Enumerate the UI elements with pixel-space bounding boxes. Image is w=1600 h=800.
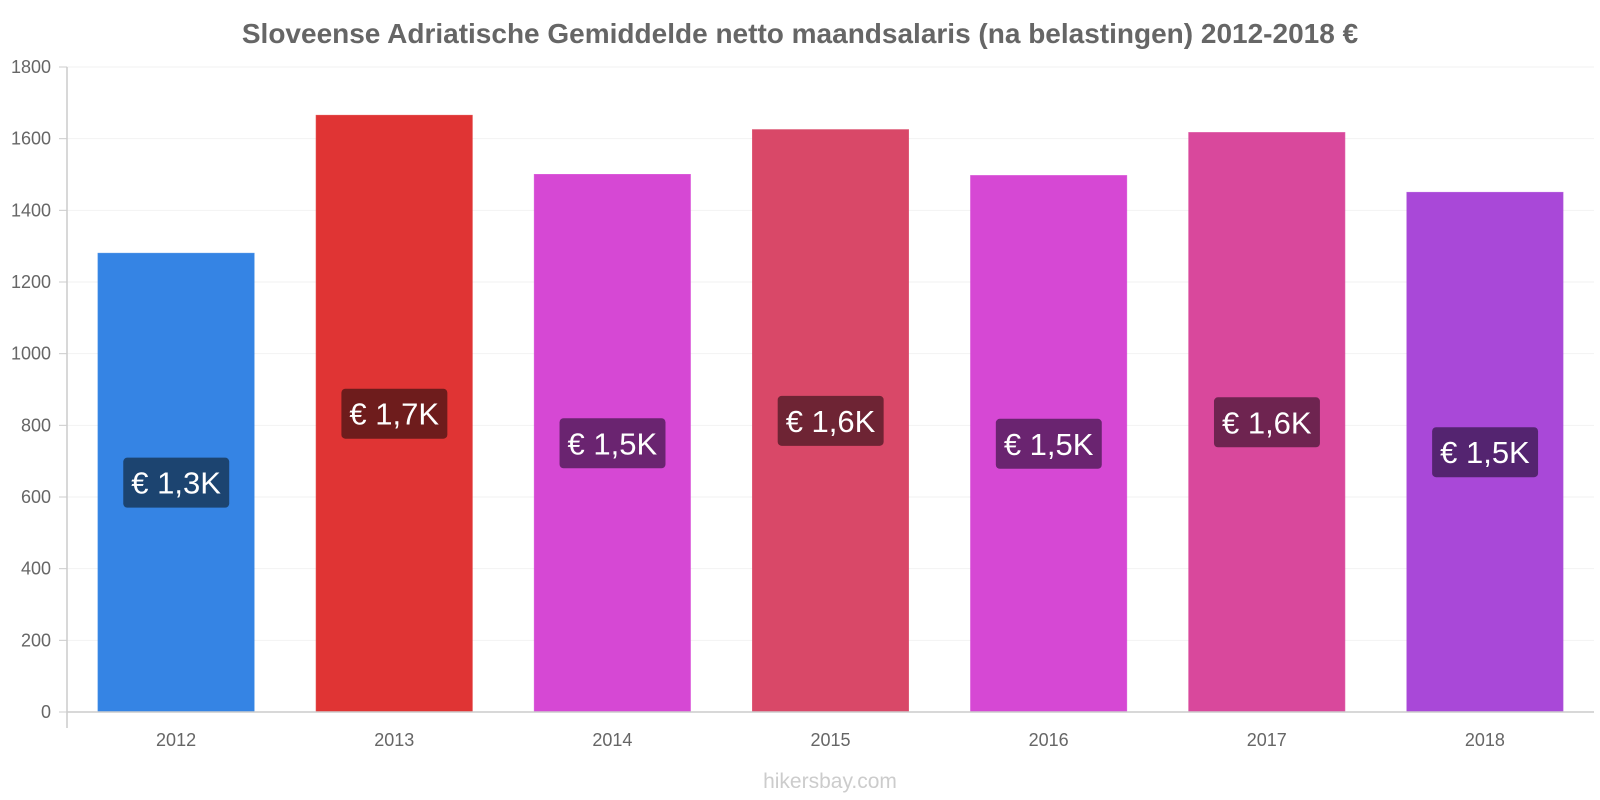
axes: 0 200 400 600 800 1000 1200 1400 1600 1800 2012 201… (11, 57, 1594, 750)
data-label-2018: € 1,5K (1432, 427, 1539, 478)
data-label-background (1432, 427, 1539, 478)
y-tick-label: 600 (21, 487, 51, 507)
x-tick-label: 2016 (1029, 730, 1069, 750)
y-tick-label: 1600 (11, 129, 51, 149)
data-label-text: € 1,6K (1222, 405, 1312, 440)
chart-title: Sloveense Adriatische Gemiddelde netto m… (242, 18, 1359, 49)
data-label-background (777, 395, 884, 446)
data-label-text: € 1,5K (568, 426, 658, 461)
x-tick-label: 2017 (1247, 730, 1287, 750)
y-tick-label: 400 (21, 559, 51, 579)
data-label-2016: € 1,5K (995, 418, 1102, 469)
data-label-2017: € 1,6K (1213, 397, 1320, 448)
data-label-2015: € 1,6K (777, 395, 884, 446)
y-tick-label: 800 (21, 415, 51, 435)
data-label-background (559, 418, 666, 469)
data-labels: € 1,3K € 1,7K € 1,5K € 1,6K € 1,5K € 1,6K € 1,… (123, 388, 1539, 508)
data-label-2013: € 1,7K (341, 388, 448, 439)
watermark: hikersbay.com (763, 770, 897, 793)
y-tick-label: 0 (41, 702, 51, 722)
x-tick-label: 2015 (810, 730, 850, 750)
data-label-2012: € 1,3K (123, 457, 230, 508)
x-tick-label: 2014 (592, 730, 632, 750)
data-label-text: € 1,7K (349, 397, 439, 432)
y-tick-label: 200 (21, 630, 51, 650)
data-label-background (341, 388, 448, 439)
x-tick-label: 2018 (1465, 730, 1505, 750)
data-label-background (123, 457, 230, 508)
y-tick-label: 1000 (11, 344, 51, 364)
data-label-background (995, 418, 1102, 469)
y-tick-label: 1200 (11, 272, 51, 292)
x-tick-label: 2013 (374, 730, 414, 750)
x-tick-label: 2012 (156, 730, 196, 750)
data-label-text: € 1,6K (786, 404, 876, 439)
y-tick-label: 1800 (11, 57, 51, 77)
data-label-text: € 1,5K (1004, 427, 1094, 462)
data-label-text: € 1,3K (131, 466, 221, 501)
data-label-text: € 1,5K (1440, 435, 1530, 470)
data-label-background (1213, 397, 1320, 448)
data-label-2014: € 1,5K (559, 418, 666, 469)
y-tick-label: 1400 (11, 200, 51, 220)
